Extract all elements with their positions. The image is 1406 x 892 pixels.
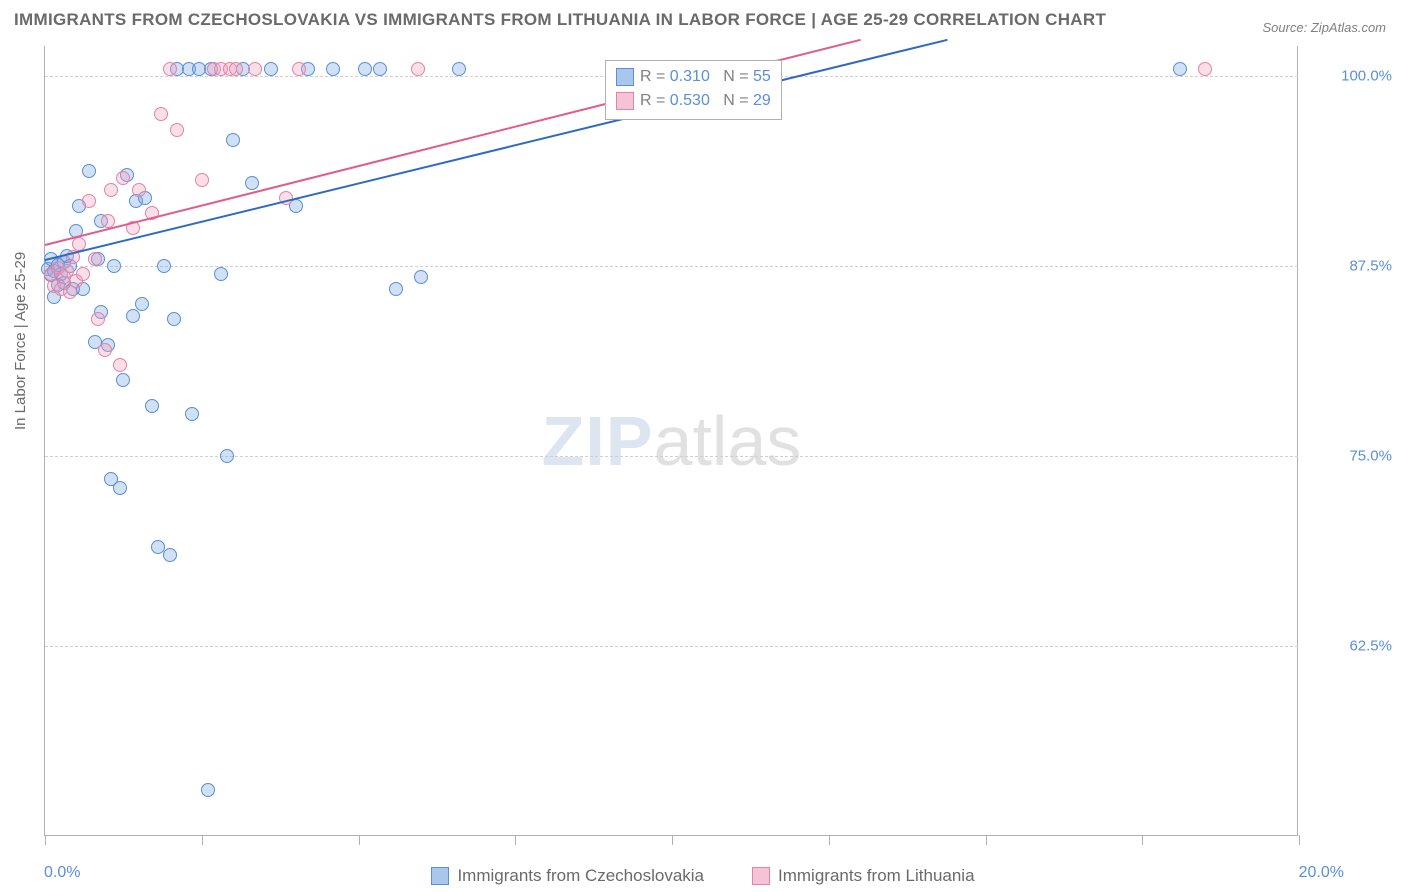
- legend-label-pink: Immigrants from Lithuania: [778, 866, 975, 886]
- data-point: [248, 62, 262, 76]
- legend-row: R = 0.310 N = 55: [616, 65, 771, 89]
- data-point: [201, 783, 215, 797]
- legend-swatch-pink-icon: [752, 867, 770, 885]
- legend-swatch-icon: [616, 92, 634, 110]
- data-point: [154, 107, 168, 121]
- data-point: [82, 194, 96, 208]
- legend-bottom: Immigrants from Czechoslovakia Immigrant…: [0, 866, 1406, 886]
- data-point: [264, 62, 278, 76]
- data-point: [116, 373, 130, 387]
- y-tick-label: 100.0%: [1341, 68, 1392, 85]
- data-point: [1198, 62, 1212, 76]
- gridline-h: [45, 266, 1298, 267]
- legend-bottom-item-pink: Immigrants from Lithuania: [752, 866, 975, 886]
- data-point: [145, 399, 159, 413]
- data-point: [358, 62, 372, 76]
- data-point: [98, 343, 112, 357]
- data-point: [135, 297, 149, 311]
- data-point: [132, 183, 146, 197]
- x-tick: [1142, 835, 1143, 845]
- source-label: Source: ZipAtlas.com: [1262, 20, 1386, 35]
- data-point: [229, 62, 243, 76]
- x-tick-label-max: 20.0%: [1299, 864, 1344, 882]
- data-point: [116, 171, 130, 185]
- data-point: [170, 123, 184, 137]
- data-point: [185, 407, 199, 421]
- data-point: [76, 267, 90, 281]
- chart-container: IMMIGRANTS FROM CZECHOSLOVAKIA VS IMMIGR…: [0, 0, 1406, 892]
- data-point: [101, 214, 115, 228]
- data-point: [214, 267, 228, 281]
- data-point: [113, 481, 127, 495]
- y-tick-label: 62.5%: [1349, 638, 1392, 655]
- y-axis-label: In Labor Force | Age 25-29: [12, 252, 29, 430]
- data-point: [452, 62, 466, 76]
- data-point: [113, 358, 127, 372]
- legend-stats: R = 0.530 N = 29: [640, 92, 771, 110]
- x-tick-label-min: 0.0%: [44, 864, 80, 882]
- source-attribution: Source: ZipAtlas.com: [1262, 20, 1386, 35]
- x-tick: [359, 835, 360, 845]
- data-point: [126, 309, 140, 323]
- legend-swatch-icon: [616, 68, 634, 86]
- watermark: ZIPatlas: [542, 401, 802, 481]
- data-point: [389, 282, 403, 296]
- y-tick-label: 87.5%: [1349, 258, 1392, 275]
- data-point: [373, 62, 387, 76]
- legend-swatch-blue-icon: [431, 867, 449, 885]
- legend-bottom-item-blue: Immigrants from Czechoslovakia: [431, 866, 704, 886]
- x-tick: [202, 835, 203, 845]
- data-point: [411, 62, 425, 76]
- data-point: [1173, 62, 1187, 76]
- plot-area: ZIPatlas R = 0.310 N = 55 R = 0.530 N = 2…: [44, 46, 1298, 836]
- chart-title: IMMIGRANTS FROM CZECHOSLOVAKIA VS IMMIGR…: [14, 10, 1106, 30]
- x-tick: [986, 835, 987, 845]
- x-tick: [1299, 835, 1300, 845]
- data-point: [292, 62, 306, 76]
- watermark-zip: ZIP: [542, 402, 654, 480]
- y-tick-label: 75.0%: [1349, 448, 1392, 465]
- data-point: [326, 62, 340, 76]
- data-point: [414, 270, 428, 284]
- x-tick: [515, 835, 516, 845]
- gridline-h: [45, 646, 1298, 647]
- watermark-atlas: atlas: [654, 402, 802, 480]
- data-point: [88, 252, 102, 266]
- data-point: [167, 312, 181, 326]
- data-point: [82, 164, 96, 178]
- plot-right-border: [1297, 46, 1298, 835]
- data-point: [163, 548, 177, 562]
- data-point: [245, 176, 259, 190]
- x-tick: [829, 835, 830, 845]
- legend-label-blue: Immigrants from Czechoslovakia: [457, 866, 704, 886]
- legend-top: R = 0.310 N = 55 R = 0.530 N = 29: [605, 60, 782, 120]
- data-point: [163, 62, 177, 76]
- data-point: [107, 259, 121, 273]
- data-point: [226, 133, 240, 147]
- data-point: [91, 312, 105, 326]
- data-point: [220, 449, 234, 463]
- legend-row: R = 0.530 N = 29: [616, 89, 771, 113]
- data-point: [157, 259, 171, 273]
- x-tick: [45, 835, 46, 845]
- data-point: [104, 183, 118, 197]
- legend-stats: R = 0.310 N = 55: [640, 68, 771, 86]
- x-tick: [672, 835, 673, 845]
- data-point: [195, 173, 209, 187]
